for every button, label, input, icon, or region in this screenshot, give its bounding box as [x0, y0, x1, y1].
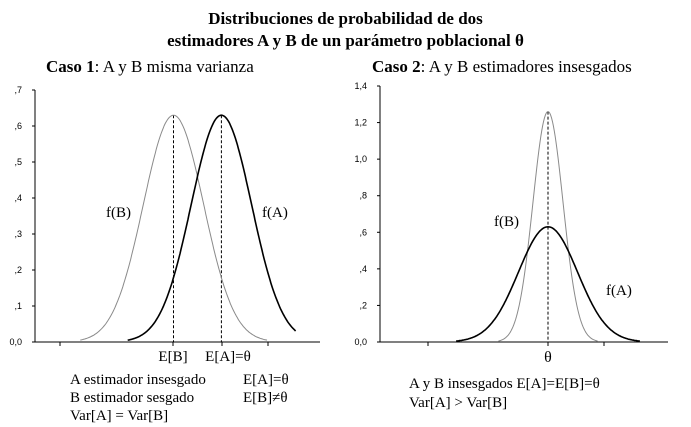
chart-title-line-2: estimadores A y B de un parámetro poblac…	[167, 31, 524, 50]
p2-series-label-fb: f(B)	[494, 214, 519, 230]
panel-2-heading-rest: : A y B estimadores insesgados	[420, 57, 632, 76]
p1-y-tick-label: 0,0	[9, 337, 22, 347]
p1-annotation-text: B estimador sesgado	[70, 390, 195, 406]
p1-annotation-text: Var[A] = Var[B]	[70, 408, 169, 424]
p2-curve-fa	[456, 225, 640, 342]
p1-y-tick-label: ,4	[14, 193, 22, 203]
p2-annotation-text: A y B insesgados E[A]=E[B]=θ	[409, 376, 600, 392]
p2-series-label-fa: f(A)	[606, 283, 632, 299]
p1-annotation-row: A estimador insesgado E[A]=θ	[70, 371, 289, 389]
p1-annotation-text: A estimador insesgado	[70, 372, 206, 388]
p2-y-tick-label: ,2	[359, 300, 367, 310]
p1-x-tick-label: E[B]	[158, 349, 187, 365]
p1-series-label-fa: f(A)	[262, 205, 288, 221]
p1-annotation-row: B estimador sesgado E[B]≠θ	[70, 389, 288, 407]
chart-title-line-1: Distribuciones de probabilidad de dos	[208, 9, 483, 28]
panel-2-heading-bold: Caso 2	[372, 57, 421, 76]
p2-y-tick-label: 1,2	[354, 118, 367, 128]
panel-2-heading: Caso 2: A y B estimadores insesgados	[372, 57, 632, 77]
p1-y-tick-label: ,2	[14, 265, 22, 275]
p1-series-label-fb: f(B)	[106, 205, 131, 221]
panel-1-heading: Caso 1: A y B misma varianza	[46, 57, 254, 77]
p1-y-tick-label: ,3	[14, 229, 22, 239]
p2-y-tick-label: 1,4	[354, 81, 367, 91]
p2-y-tick-label: ,8	[359, 191, 367, 201]
panel-1-heading-rest: : A y B misma varianza	[94, 57, 254, 76]
p2-annotation-row: A y B insesgados E[A]=E[B]=θ	[409, 375, 600, 393]
p2-curve-fb	[498, 111, 598, 342]
p2-y-tick-label: 1,0	[354, 154, 367, 164]
p2-y-tick-label: 0,0	[354, 337, 367, 347]
p2-annotation-text: Var[A] > Var[B]	[409, 395, 508, 411]
p1-curve-fb	[80, 114, 268, 341]
p1-y-tick-label: ,7	[14, 85, 22, 95]
panel-1-heading-bold: Caso 1	[46, 57, 95, 76]
p1-curve-fa	[127, 114, 297, 341]
p2-y-tick-label: ,6	[359, 227, 367, 237]
p2-annotation-row: Var[A] > Var[B]	[409, 394, 507, 412]
p1-annotation-expr: E[A]=θ	[243, 372, 289, 388]
p1-y-tick-label: ,1	[14, 301, 22, 311]
p2-x-tick-label: θ	[544, 349, 552, 366]
p1-annotation-row: Var[A] = Var[B]	[70, 407, 168, 425]
p1-y-tick-label: ,6	[14, 121, 22, 131]
p1-y-tick-label: ,5	[14, 157, 22, 167]
p2-y-tick-label: ,4	[359, 264, 367, 274]
p1-x-tick-label: E[A]=θ	[205, 349, 251, 365]
p1-annotation-expr: E[B]≠θ	[243, 390, 288, 406]
